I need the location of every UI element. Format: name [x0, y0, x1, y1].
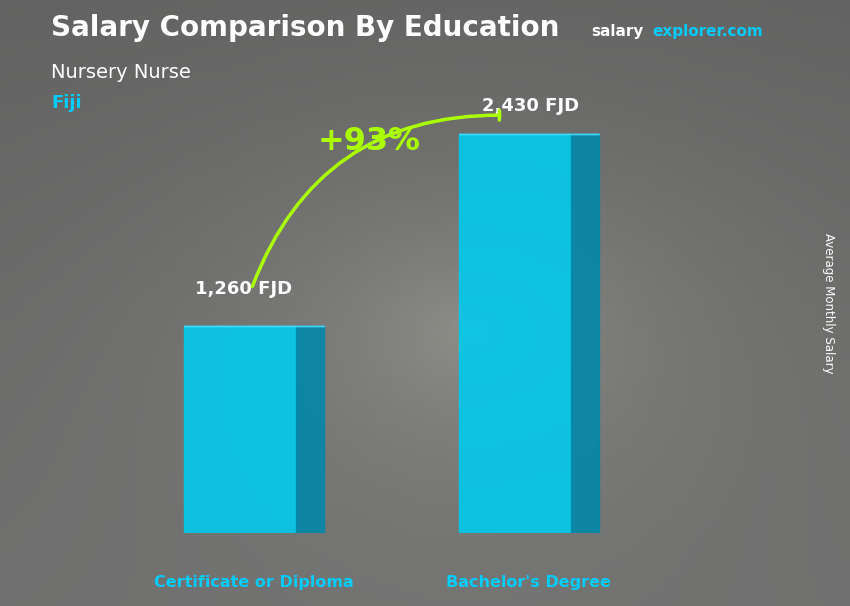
- Text: Salary Comparison By Education: Salary Comparison By Education: [51, 15, 559, 42]
- Text: Bachelor's Degree: Bachelor's Degree: [446, 574, 611, 590]
- Text: 1,260 FJD: 1,260 FJD: [196, 281, 292, 298]
- Bar: [184, 326, 296, 533]
- Polygon shape: [571, 133, 599, 533]
- Text: explorer.com: explorer.com: [653, 24, 763, 39]
- Text: salary: salary: [591, 24, 643, 39]
- Text: Nursery Nurse: Nursery Nurse: [51, 63, 191, 82]
- Text: Certificate or Diploma: Certificate or Diploma: [154, 574, 354, 590]
- Text: Fiji: Fiji: [51, 94, 82, 112]
- Text: +93%: +93%: [318, 126, 421, 158]
- Text: 2,430 FJD: 2,430 FJD: [482, 97, 579, 115]
- Bar: [459, 133, 571, 533]
- Text: Average Monthly Salary: Average Monthly Salary: [822, 233, 836, 373]
- Polygon shape: [296, 326, 324, 533]
